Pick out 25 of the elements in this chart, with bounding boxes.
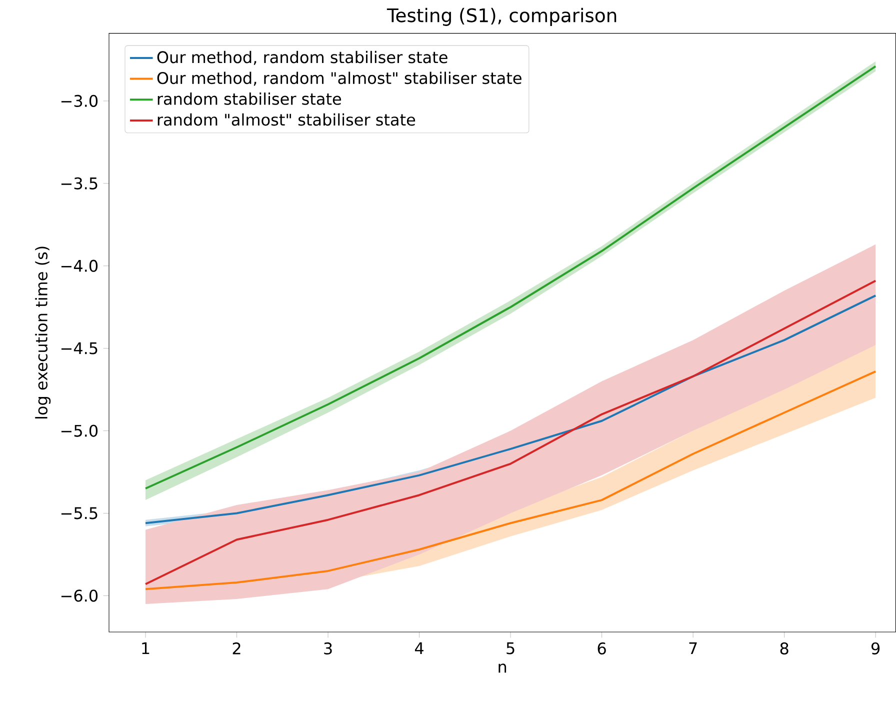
x-tick-label: 1 — [142, 642, 150, 654]
x-tick-label: 8 — [780, 642, 788, 654]
legend-label: random "almost" stabiliser state — [158, 113, 416, 126]
x-tick-label: 9 — [872, 642, 880, 654]
x-tick-label: 7 — [689, 642, 697, 654]
y-tick-label: −5.5 — [61, 507, 98, 520]
y-tick-label: −4.0 — [61, 260, 98, 272]
x-tick-label: 4 — [414, 642, 424, 654]
y-axis-title: log execution time (s) — [35, 246, 51, 418]
x-tick-label: 2 — [232, 642, 240, 654]
line-series — [144, 280, 877, 586]
legend-label: random stabiliser state — [158, 92, 342, 105]
x-axis-title: n — [498, 664, 506, 673]
y-tick-label: −6.0 — [61, 590, 98, 602]
y-tick-label: −4.5 — [61, 342, 98, 354]
y-tick-label: −5.0 — [61, 424, 98, 437]
line-series — [144, 370, 877, 590]
x-tick-label: 6 — [598, 642, 606, 654]
y-tick-label: −3.0 — [61, 94, 98, 107]
legend-label: Our method, random stabiliser state — [157, 50, 448, 65]
x-tick-label: 3 — [324, 642, 332, 654]
y-tick-label: −3.5 — [61, 177, 98, 190]
x-tick-label: 5 — [506, 642, 514, 654]
chart-title: Testing (S1), comparison — [386, 8, 616, 26]
legend-label: Our method, random "almost" stabiliser state — [157, 72, 522, 86]
